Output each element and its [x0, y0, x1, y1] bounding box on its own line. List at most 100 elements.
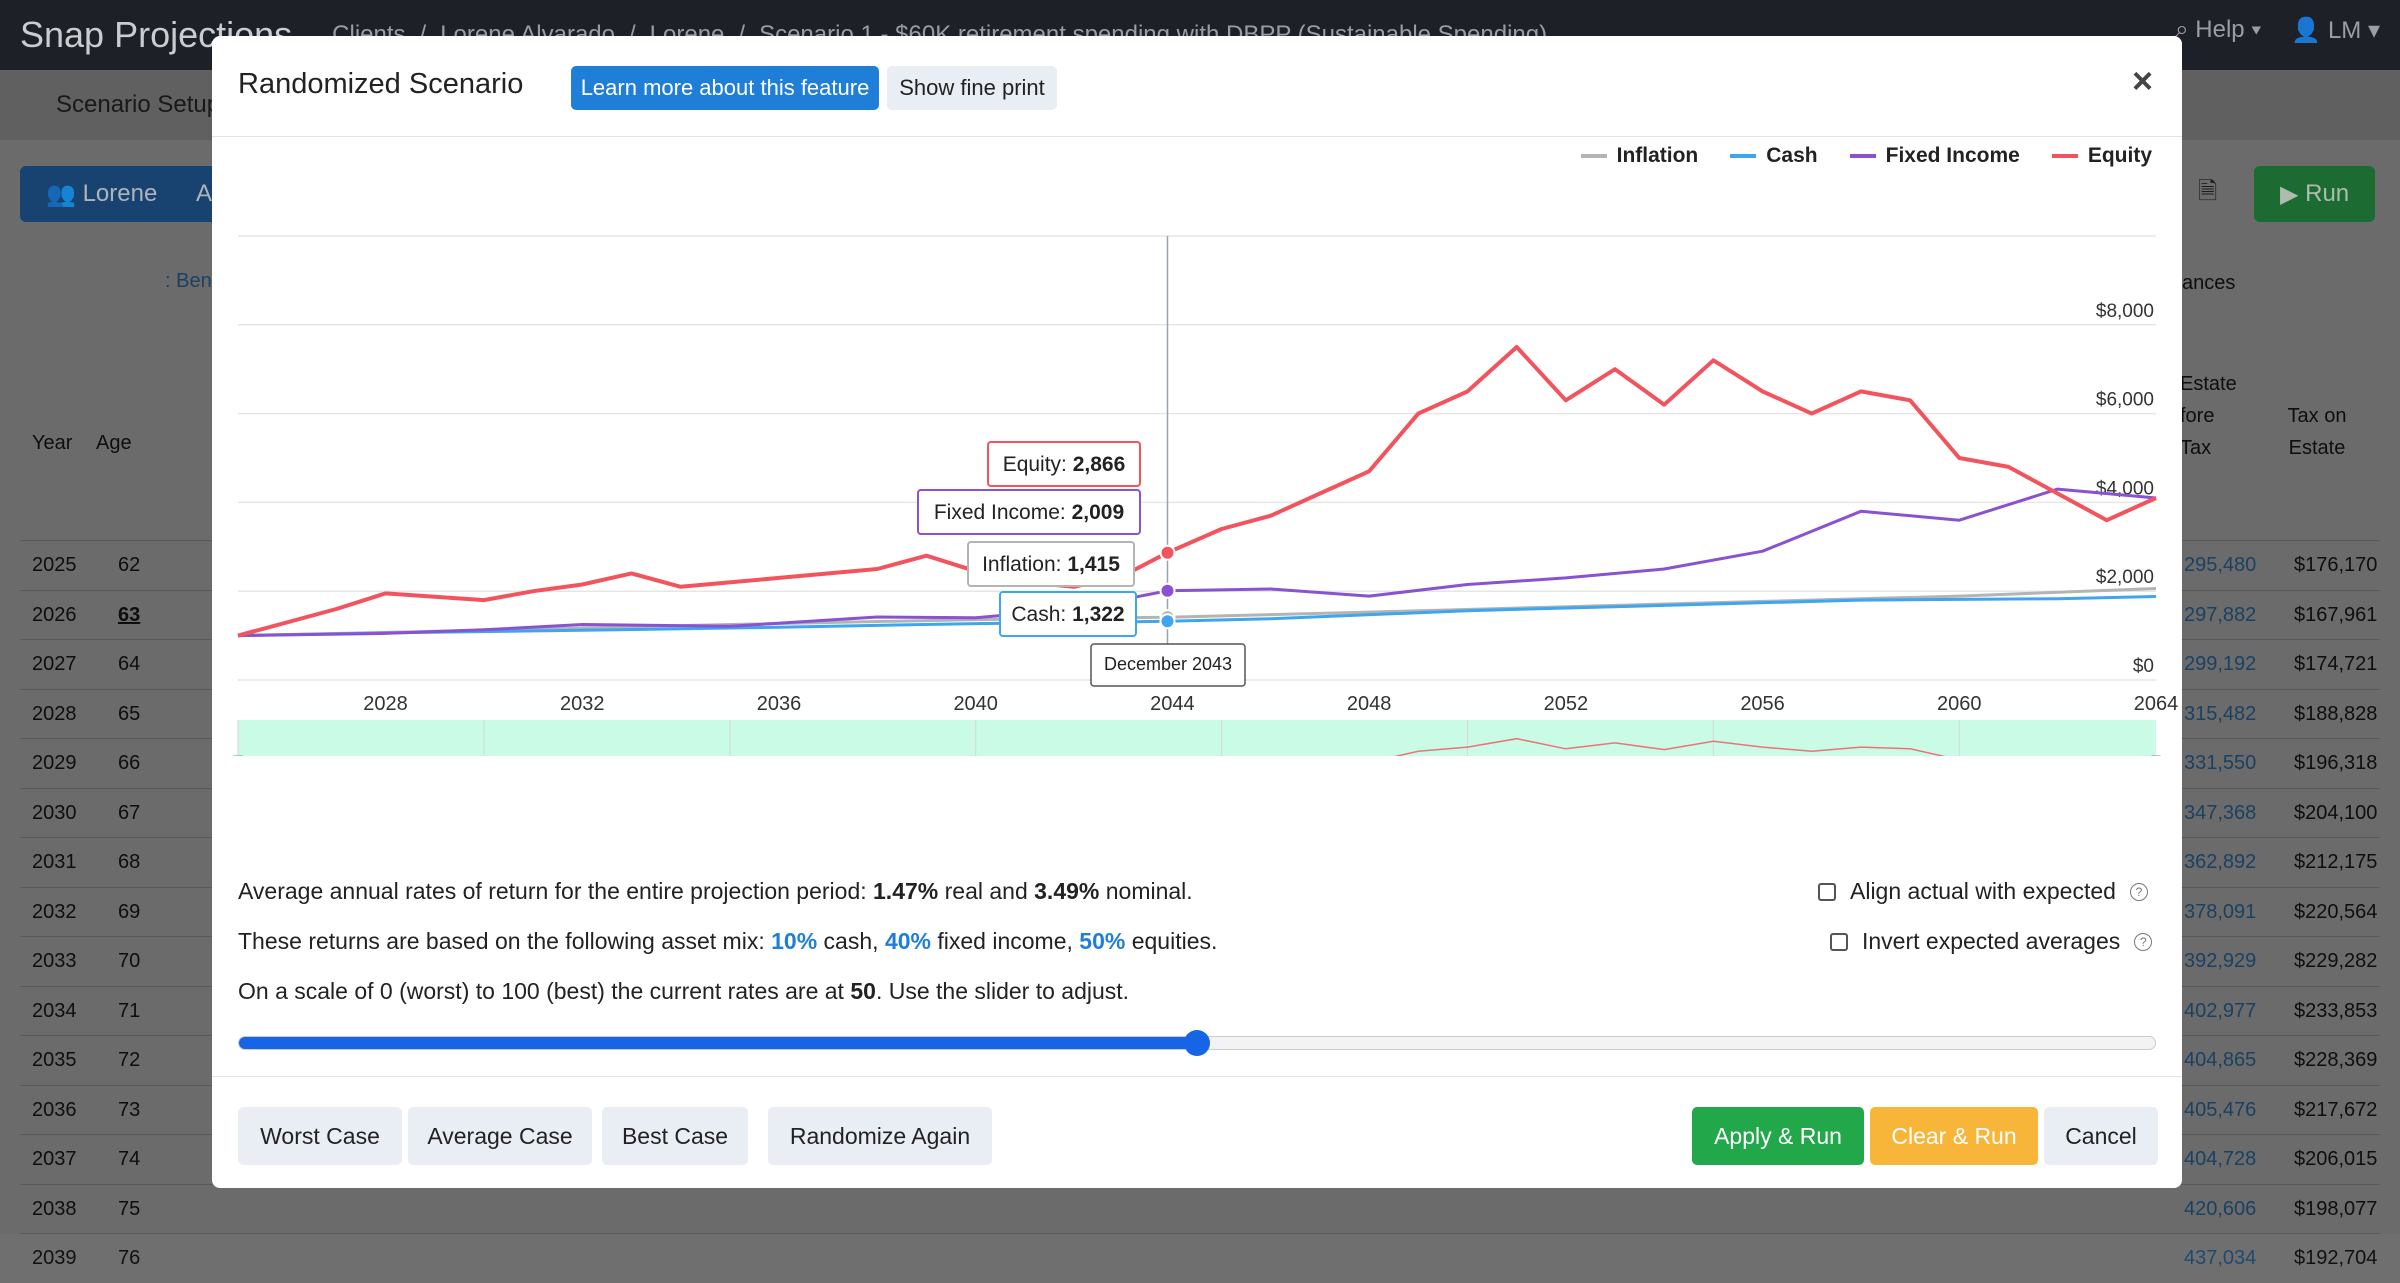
learn-more-button[interactable]: Learn more about this feature — [571, 66, 879, 110]
age-cell: 70 — [118, 950, 141, 972]
tax-cell: $188,828 — [2294, 702, 2378, 725]
y-tick-label: $0 — [2133, 656, 2154, 677]
modal-title: Randomized Scenario — [238, 68, 524, 100]
legend-item-fixed-income[interactable]: Fixed Income — [1849, 144, 2020, 168]
estate-cell: 299,192 — [2184, 653, 2257, 675]
tooltip-equity: Equity: 2,866 — [1003, 453, 1126, 476]
year-cell: 2031 — [32, 851, 77, 873]
legend-swatch — [1730, 154, 1757, 158]
series-line-fixed-income[interactable] — [237, 487, 2157, 638]
legend-item-equity[interactable]: Equity — [2051, 144, 2152, 168]
age-cell: 71 — [118, 999, 141, 1022]
year-cell: 2039 — [32, 1247, 77, 1269]
nominal-rate: 3.49% — [1034, 878, 1100, 904]
legend-swatch — [1849, 154, 1876, 158]
legend-swatch — [1580, 154, 1607, 158]
tooltip-box — [917, 489, 1141, 535]
user-menu[interactable]: 👤 LM ▾ — [2291, 17, 2380, 44]
year-cell: 2033 — [32, 950, 77, 972]
legend-item-cash[interactable]: Cash — [1730, 144, 1818, 168]
series-line-equity[interactable] — [237, 345, 2157, 638]
estate-cell: 297,882 — [2184, 603, 2257, 626]
tooltip-box — [999, 591, 1137, 637]
scale-value: 50 — [850, 978, 876, 1004]
estate-cell: 295,480 — [2184, 554, 2257, 576]
play-icon: ▶ — [2280, 180, 2306, 208]
slider-thumb[interactable] — [1184, 1030, 1210, 1056]
year-cell: 2030 — [32, 801, 77, 824]
cancel-button[interactable]: Cancel — [2044, 1107, 2158, 1165]
asset-mix-text: These returns are based on the following… — [238, 928, 1218, 954]
tax-cell: $176,170 — [2294, 554, 2378, 576]
align-actual-checkbox-row[interactable]: Align actual with expected ? — [1818, 878, 2148, 905]
date-tooltip-box — [1090, 643, 1246, 687]
x-tick-label: 2056 — [1740, 693, 1785, 715]
x-tick-label: 2052 — [1544, 693, 1589, 715]
help-circle-icon[interactable]: ? — [2134, 932, 2153, 951]
align-actual-checkbox[interactable] — [1818, 882, 1836, 901]
tax-cell: $196,318 — [2294, 752, 2378, 774]
year-cell: 2027 — [32, 653, 77, 675]
equity-percent: 50% — [1079, 928, 1126, 954]
invert-averages-checkbox-row[interactable]: Invert expected averages ? — [1830, 928, 2153, 955]
worst-case-button[interactable]: Worst Case — [238, 1107, 402, 1165]
file-icon: 🗎 — [2198, 177, 2218, 205]
users-icon: 👥 — [46, 180, 83, 208]
average-case-button[interactable]: Average Case — [408, 1107, 592, 1165]
breadcrumb-separator: / — [738, 21, 746, 48]
year-cell: 2029 — [32, 752, 77, 774]
y-tick-label: $6,000 — [2096, 390, 2154, 411]
series-line-cash[interactable] — [237, 595, 2157, 638]
year-cell: 2034 — [32, 999, 77, 1022]
year-cell: 2032 — [32, 900, 77, 923]
randomize-again-button[interactable]: Randomize Again — [768, 1107, 992, 1165]
col-tax-on-estate: Tax on Estate — [2287, 405, 2347, 459]
age-cell: 63 — [118, 603, 141, 626]
estate-cell: 392,929 — [2184, 950, 2257, 972]
range-selector[interactable] — [238, 720, 2156, 756]
x-tick-label: 2048 — [1347, 693, 1392, 715]
scenario-setup-label[interactable]: Scenario Setup — [56, 91, 221, 118]
year-cell: 2038 — [32, 1197, 77, 1220]
run-button[interactable]: ▶ Run — [2254, 166, 2376, 222]
invert-averages-checkbox[interactable] — [1830, 932, 1848, 951]
col-estate-before-tax: Estate fore Tax — [2180, 373, 2237, 459]
year-cell: 2035 — [32, 1049, 77, 1071]
year-cell: 2026 — [32, 603, 77, 626]
estate-cell: 331,550 — [2184, 752, 2257, 774]
fixed-income-percent: 40% — [884, 928, 931, 954]
clear-and-run-button[interactable]: Clear & Run — [1870, 1107, 2038, 1165]
apply-and-run-button[interactable]: Apply & Run — [1692, 1107, 1864, 1165]
x-tick-label: 2036 — [757, 693, 802, 715]
best-case-button[interactable]: Best Case — [602, 1107, 748, 1165]
estate-cell: 362,892 — [2184, 851, 2257, 873]
help-circle-icon[interactable]: ? — [2129, 882, 2148, 901]
age-cell: 74 — [118, 1148, 141, 1170]
rate-slider[interactable] — [238, 1030, 2156, 1056]
hover-marker-equity — [1159, 544, 1176, 561]
x-tick-label: 2060 — [1937, 693, 1982, 715]
close-icon[interactable]: × — [2132, 60, 2154, 101]
export-button[interactable]: 🗎 — [2184, 166, 2232, 222]
help-menu[interactable]: ⌕ Help ▾ — [2175, 16, 2262, 43]
legend-swatch — [2051, 154, 2078, 158]
navigator-line — [1393, 737, 1946, 756]
age-cell: 66 — [118, 752, 141, 774]
age-cell: 64 — [118, 653, 141, 675]
col-age: Age — [96, 432, 132, 454]
estate-cell: 402,977 — [2184, 999, 2257, 1022]
hover-marker-fixed-income — [1159, 582, 1176, 599]
estate-cell: 347,368 — [2184, 801, 2257, 824]
modal-footer: Worst Case Average Case Best Case Random… — [212, 1076, 2182, 1188]
age-cell: 68 — [118, 851, 141, 873]
slider-fill — [239, 1037, 1197, 1049]
estate-cell: 437,034 — [2184, 1247, 2257, 1269]
client-button[interactable]: 👥 Lorene — [20, 166, 184, 222]
year-cell: 2037 — [32, 1148, 77, 1170]
age-cell: 76 — [118, 1247, 141, 1269]
tooltip-box — [967, 541, 1135, 587]
tooltip-cash: Cash: 1,322 — [1011, 603, 1124, 626]
show-fine-print-button[interactable]: Show fine print — [887, 66, 1057, 110]
legend-item-inflation[interactable]: Inflation — [1580, 144, 1698, 168]
